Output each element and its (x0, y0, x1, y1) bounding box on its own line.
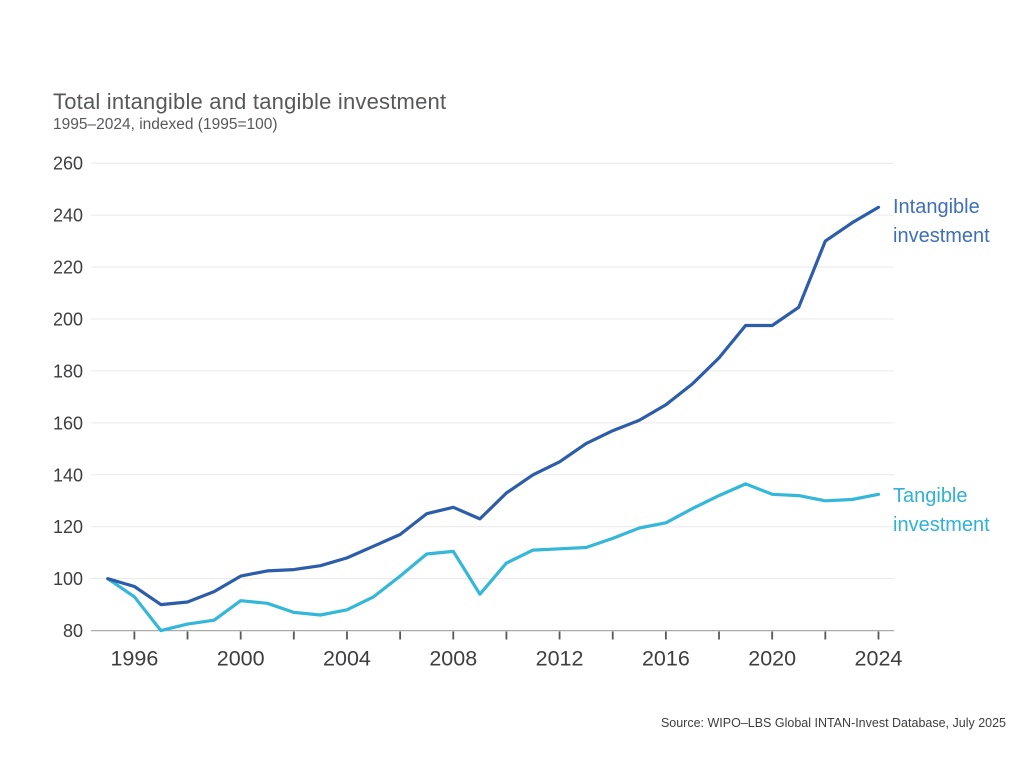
x-axis-label: 1996 (110, 647, 158, 671)
y-axis-label: 260 (53, 154, 83, 174)
series-line-tangible (106, 482, 881, 633)
series-line-intangible (106, 205, 881, 607)
x-axis-label: 2004 (323, 647, 371, 671)
x-axis-label: 2024 (855, 647, 903, 671)
y-axis-label: 140 (53, 465, 83, 485)
legend-label-tangible: Tangible investment (893, 485, 990, 536)
x-axis-label: 2008 (429, 647, 477, 671)
x-axis-label: 2016 (642, 647, 690, 671)
y-axis-label: 100 (53, 569, 83, 589)
y-axis-label: 80 (63, 621, 83, 641)
chart-title: Total intangible and tangible investment (53, 89, 447, 114)
y-axis-label: 120 (53, 517, 83, 537)
y-axis-label: 220 (53, 258, 83, 278)
x-axis-label: 2020 (748, 647, 796, 671)
source-note: Source: WIPO–LBS Global INTAN-Invest Dat… (660, 716, 1006, 730)
y-axis-label: 180 (53, 361, 83, 381)
chart-subtitle: 1995–2024, indexed (1995=100) (53, 116, 278, 133)
y-axis-label: 200 (53, 309, 83, 329)
y-axis-label: 160 (53, 413, 83, 433)
legend-label-intangible: Intangible investment (893, 196, 990, 247)
x-axis-label: 2012 (536, 647, 584, 671)
x-axis-label: 2000 (217, 647, 265, 671)
y-axis-label: 240 (53, 206, 83, 226)
